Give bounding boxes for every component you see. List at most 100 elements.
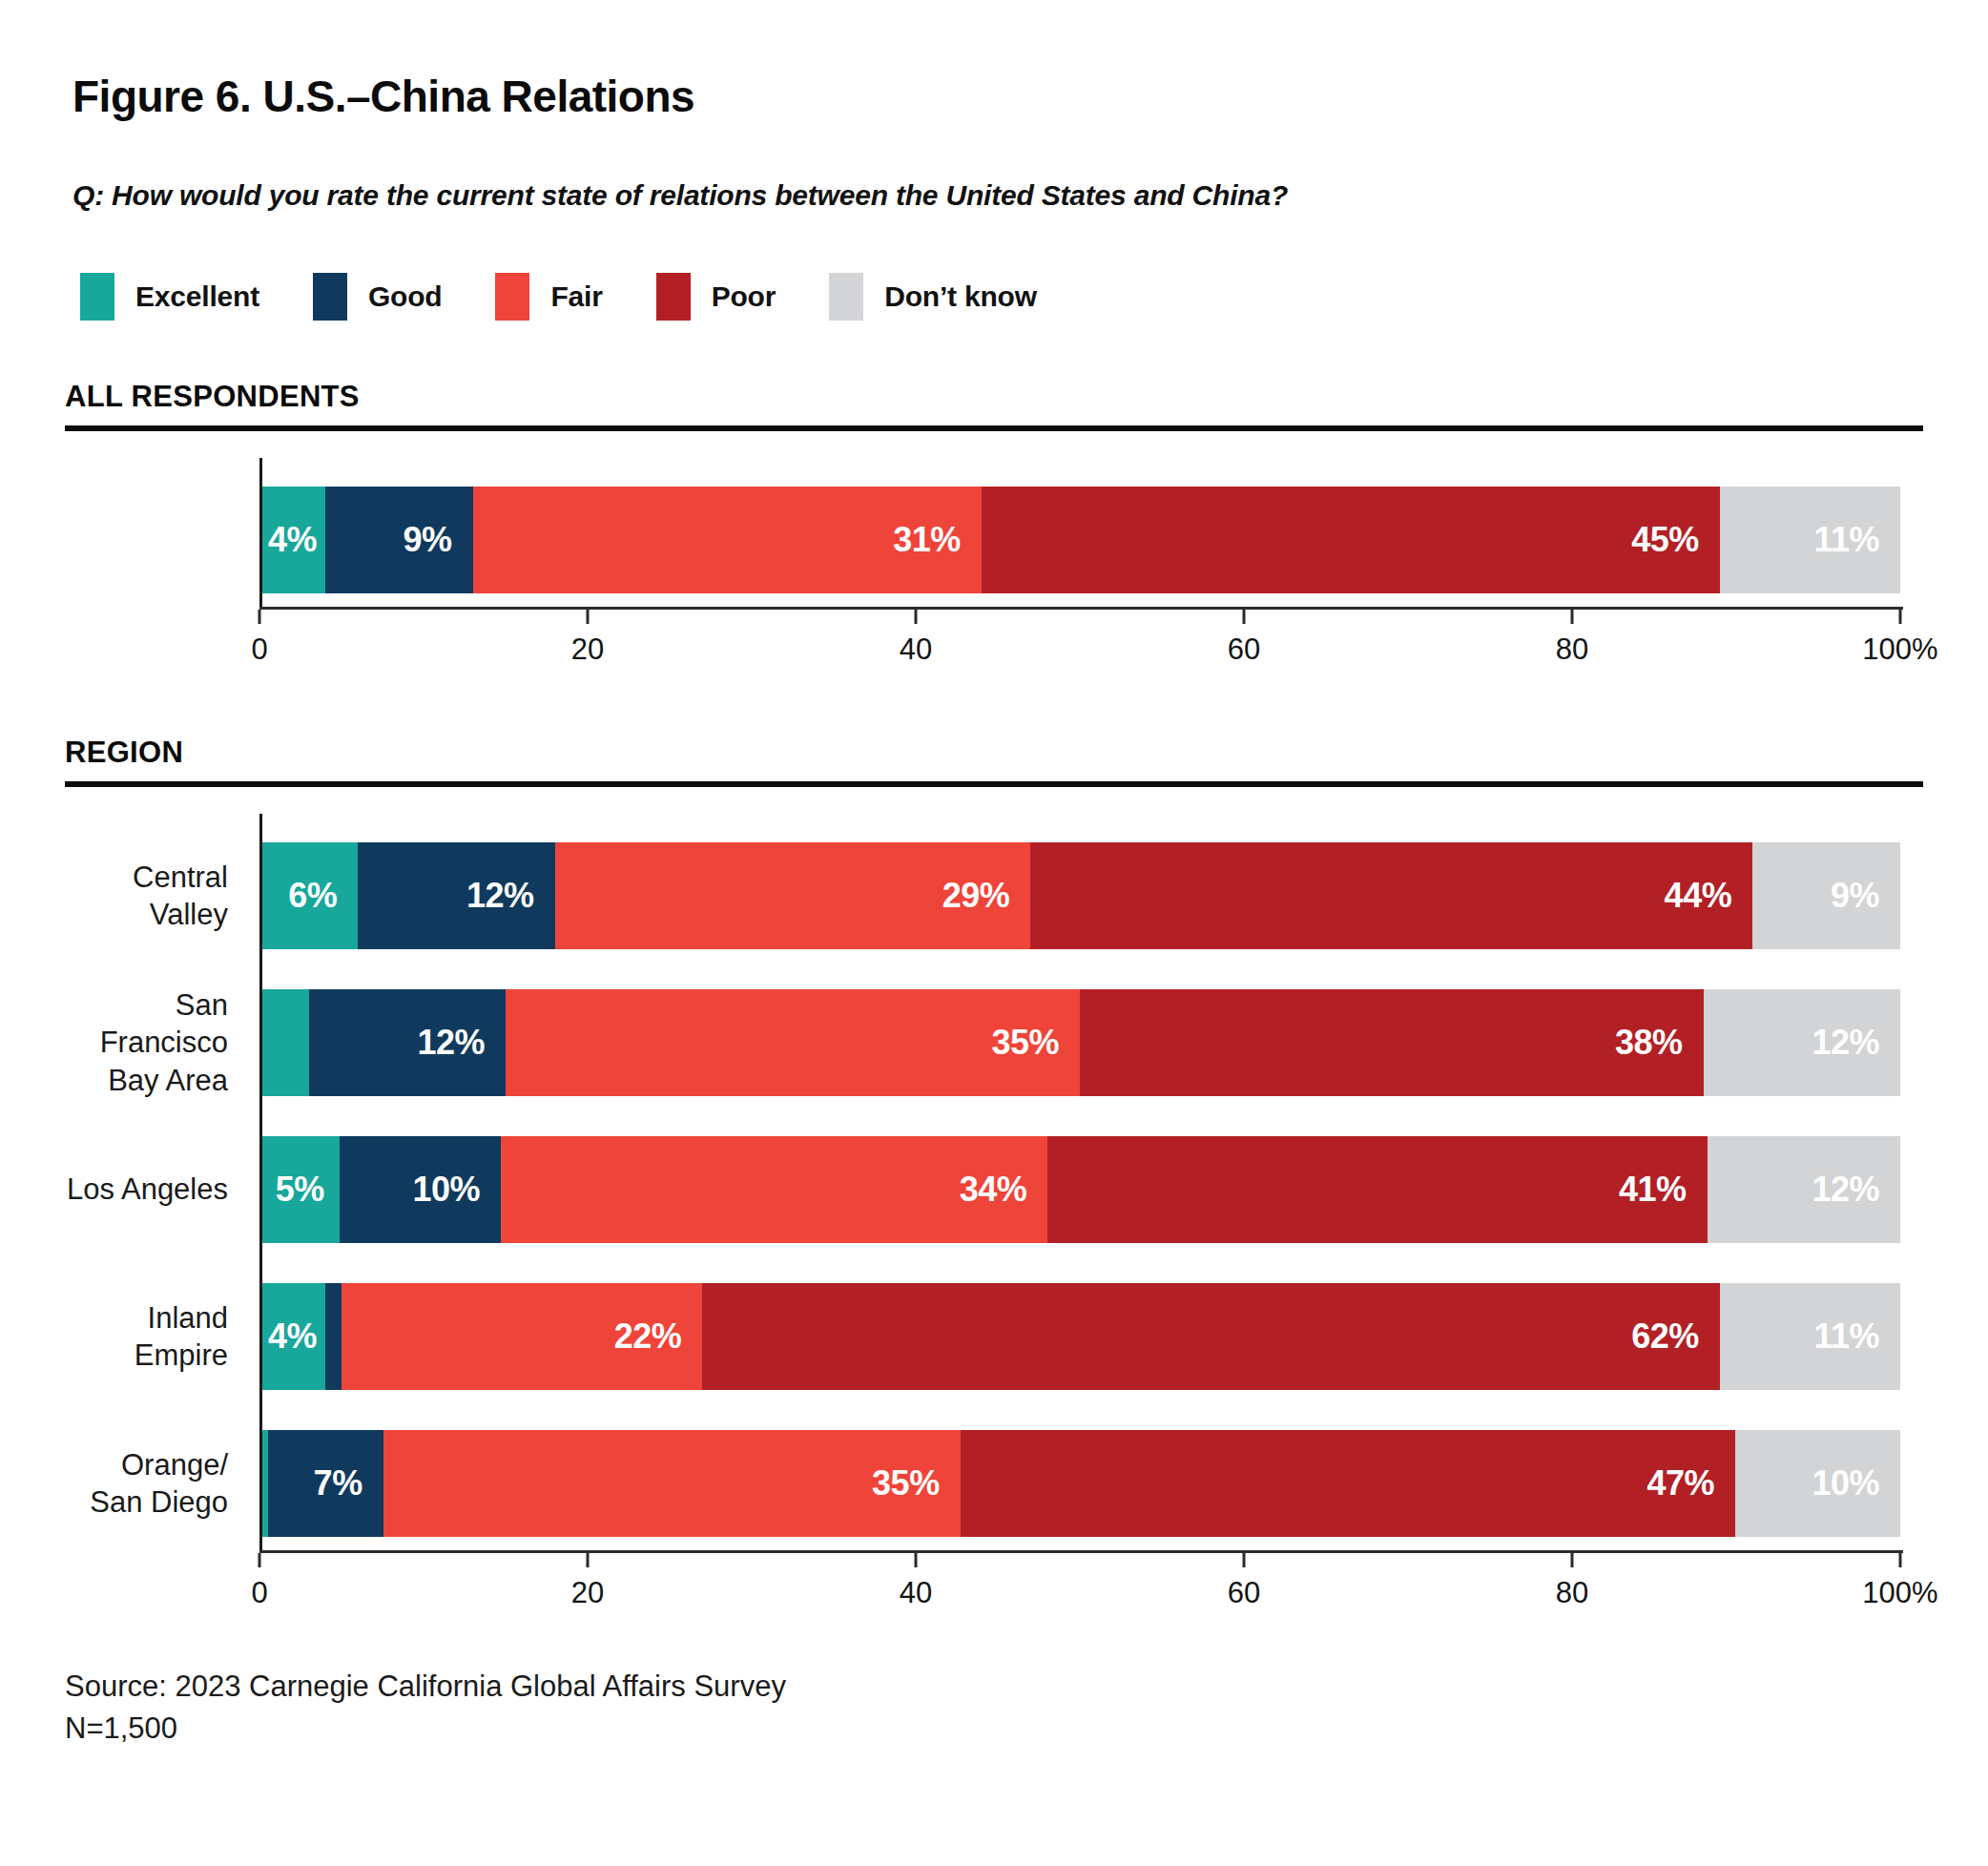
segment-value-label: 4% xyxy=(268,520,317,560)
chart-rows: Central Valley6% 12% 29% 44% 9% San Francisco… xyxy=(65,814,1923,1550)
legend-item-don-t-know: Don’t know xyxy=(829,273,1037,321)
bar-segment-good xyxy=(325,1283,342,1390)
axis-tick xyxy=(1899,610,1902,624)
segment-value-label: 44% xyxy=(1665,876,1753,916)
stacked-bar: 6% 12% 29% 44% 9% xyxy=(259,842,1900,949)
chart-row-san-francisco-bay-area: San FranciscoBay Area12%35%38%12% xyxy=(65,989,1923,1096)
segment-value-label: 38% xyxy=(1615,1023,1704,1063)
chart-row-central-valley: Central Valley6% 12% 29% 44% 9% xyxy=(65,842,1923,949)
legend-label-good: Good xyxy=(368,280,443,313)
bar-segment-poor: 45% xyxy=(982,487,1720,593)
stacked-bar: 7% 35% 47% 10% xyxy=(259,1430,1900,1537)
legend-swatch-don-t-know xyxy=(829,273,863,321)
bar-segment-poor: 38% xyxy=(1080,989,1704,1096)
axis-tick-label: 0 xyxy=(251,632,267,667)
bar-segment-poor: 47% xyxy=(961,1430,1735,1537)
stacked-bar-chart: 4%9%31%45%11%020406080100% xyxy=(65,458,1923,676)
axis-tick-label: 80 xyxy=(1556,632,1588,667)
survey-question: Q: How would you rate the current state … xyxy=(72,179,1923,212)
x-axis: 020406080100% xyxy=(259,607,1903,676)
row-label: Central Valley xyxy=(65,859,259,933)
segment-value-label: 29% xyxy=(942,876,1031,916)
legend-item-good: Good xyxy=(313,273,443,321)
section-region: REGIONCentral Valley6%12%29%44%9%San Fra… xyxy=(65,736,1923,1620)
segment-value-label: 5% xyxy=(276,1170,324,1210)
axis-tick xyxy=(1243,610,1246,624)
section-all-respondents: ALL RESPONDENTS4%9%31%45%11%020406080100… xyxy=(65,380,1923,676)
segment-value-label: 45% xyxy=(1631,520,1720,560)
axis-tick-label: 0 xyxy=(251,1576,267,1610)
segment-value-label: 62% xyxy=(1631,1317,1720,1357)
axis-tick xyxy=(587,1553,590,1567)
bar-segment-good: 9% xyxy=(325,487,473,593)
axis-tick-label: 20 xyxy=(571,1576,604,1610)
bar-segment-fair: 31% xyxy=(473,487,982,593)
axis-tick-label: 20 xyxy=(571,632,604,667)
row-label: Inland Empire xyxy=(65,1299,259,1374)
axis-tick xyxy=(259,610,261,624)
segment-value-label: 9% xyxy=(404,520,473,560)
legend-label-excellent: Excellent xyxy=(135,280,259,313)
segment-value-label: 35% xyxy=(991,1023,1080,1063)
segment-value-label: 11% xyxy=(1813,1317,1900,1357)
legend-label-fair: Fair xyxy=(550,280,602,313)
legend-swatch-excellent xyxy=(80,273,114,321)
segment-value-label: 7% xyxy=(314,1463,383,1503)
bar-segment-good: 10% xyxy=(340,1136,501,1243)
axis-tick xyxy=(915,1553,918,1567)
bar-segment-excellent: 4% xyxy=(259,1283,325,1390)
axis-tick-label: 100% xyxy=(1862,1576,1937,1610)
chart-row-inland-empire: Inland Empire4%22%62%11% xyxy=(65,1283,1923,1390)
sample-size: N=1,500 xyxy=(65,1711,1923,1746)
segment-value-label: 4% xyxy=(268,1317,317,1357)
legend-item-excellent: Excellent xyxy=(80,273,259,321)
legend-swatch-fair xyxy=(495,273,529,321)
bar-segment-good: 12% xyxy=(358,842,554,949)
row-label: Los Angeles xyxy=(65,1171,259,1208)
bar-segment-don-t-know: 11% xyxy=(1720,1283,1900,1390)
legend-item-poor: Poor xyxy=(656,273,777,321)
chart-row-all-respondents: 4% 9% 31% 45% 11% xyxy=(65,487,1923,593)
segment-value-label: 10% xyxy=(412,1170,501,1210)
bar-segment-excellent: 6% xyxy=(259,842,358,949)
segment-value-label: 10% xyxy=(1812,1463,1900,1503)
segment-value-label: 35% xyxy=(872,1463,961,1503)
legend-swatch-poor xyxy=(656,273,691,321)
segment-value-label: 12% xyxy=(466,876,555,916)
axis-tick-label: 60 xyxy=(1228,1576,1260,1610)
axis-tick-label: 80 xyxy=(1556,1576,1588,1610)
legend: Excellent Good Fair Poor Don’t know xyxy=(80,273,1923,321)
row-label: San FranciscoBay Area xyxy=(65,986,259,1098)
bar-segment-don-t-know: 12% xyxy=(1708,1136,1900,1243)
segment-value-label: 41% xyxy=(1619,1170,1708,1210)
chart-rows: 4% 9% 31% 45% 11% xyxy=(65,458,1923,607)
stacked-bar: 12%35%38%12% xyxy=(259,989,1900,1096)
stacked-bar: 4% 9% 31% 45% 11% xyxy=(259,487,1900,593)
segment-value-label: 11% xyxy=(1813,520,1900,560)
axis-tick xyxy=(1243,1553,1246,1567)
bar-segment-poor: 62% xyxy=(702,1283,1719,1390)
bar-segment-fair: 34% xyxy=(501,1136,1047,1243)
chart-row-los-angeles: Los Angeles 5% 10%34% 41% 12% xyxy=(65,1136,1923,1243)
bar-segment-excellent xyxy=(259,989,309,1096)
bar-segment-poor: 41% xyxy=(1047,1136,1707,1243)
axis-tick xyxy=(1571,1553,1574,1567)
stacked-bar: 4%22%62%11% xyxy=(259,1283,1900,1390)
segment-value-label: 31% xyxy=(893,520,982,560)
axis-tick xyxy=(915,610,918,624)
figure-page: Figure 6. U.S.–China Relations Q: How wo… xyxy=(0,0,1988,1746)
segment-value-label: 12% xyxy=(1812,1170,1900,1210)
segment-value-label: 9% xyxy=(1831,876,1900,916)
legend-label-don-t-know: Don’t know xyxy=(884,280,1037,313)
bar-segment-don-t-know: 11% xyxy=(1720,487,1900,593)
bar-segment-don-t-know: 10% xyxy=(1735,1430,1900,1537)
axis-tick-label: 40 xyxy=(900,632,932,667)
section-rule xyxy=(65,425,1923,431)
bar-segment-good: 12% xyxy=(309,989,506,1096)
bar-segment-fair: 29% xyxy=(555,842,1031,949)
segment-value-label: 47% xyxy=(1647,1463,1736,1503)
section-heading-all-respondents: ALL RESPONDENTS xyxy=(65,380,1923,414)
legend-swatch-good xyxy=(313,273,347,321)
stacked-bar: 5% 10%34% 41% 12% xyxy=(259,1136,1900,1243)
bar-segment-don-t-know: 9% xyxy=(1752,842,1900,949)
